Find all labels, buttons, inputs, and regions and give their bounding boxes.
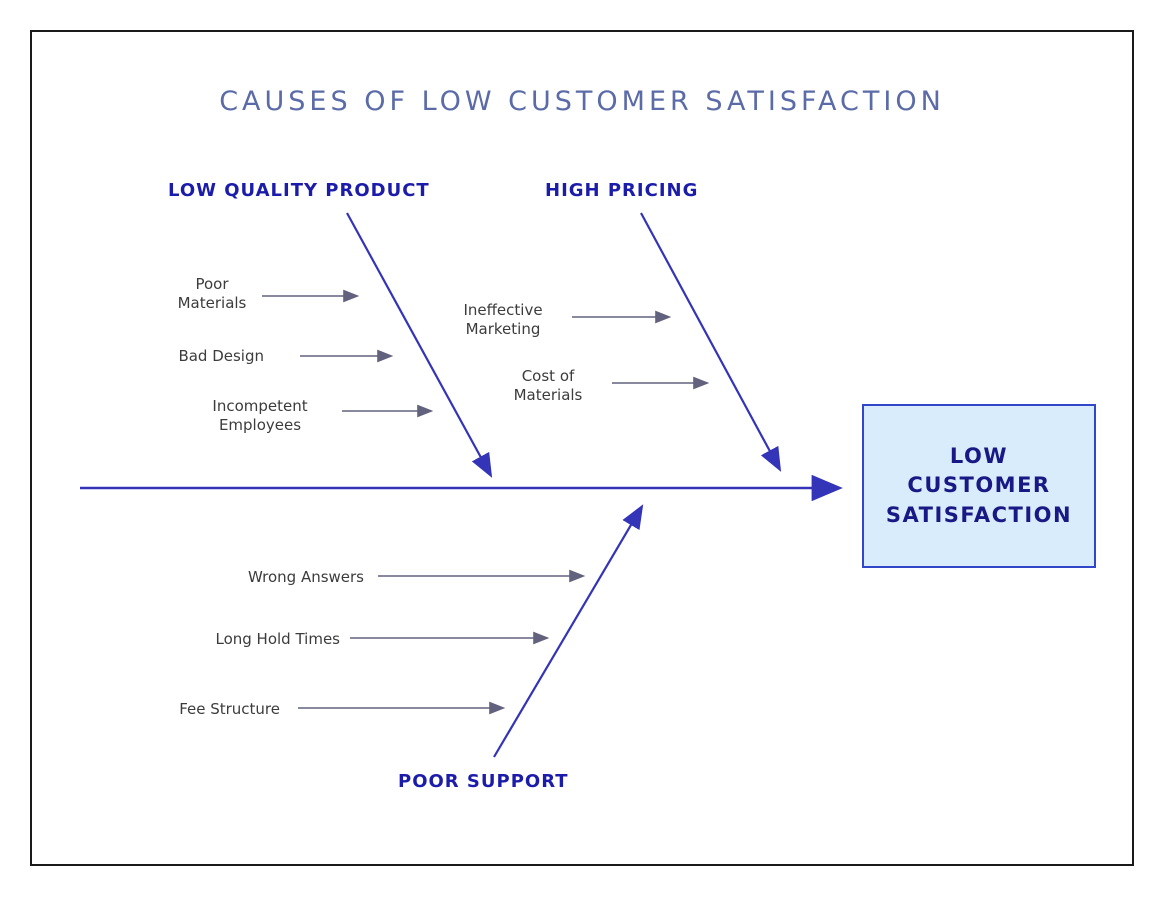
effect-label: LOW CUSTOMER SATISFACTION: [885, 443, 1073, 527]
cause-label-bad-design: Bad Design: [178, 347, 264, 365]
category-label-high-pricing: HIGH PRICING: [545, 180, 699, 201]
cause-label-incompetent-employees: Incompetent Employees: [212, 397, 308, 434]
cause-label-poor-materials: Poor Materials: [177, 275, 247, 312]
category-label-poor-support: POOR SUPPORT: [398, 771, 569, 792]
category-label-low-quality-product: LOW QUALITY PRODUCT: [168, 180, 430, 201]
cause-label-ineffective-marketing: Ineffective Marketing: [463, 301, 543, 338]
cause-label-fee-structure: Fee Structure: [179, 700, 280, 718]
diagram-title: CAUSES OF LOW CUSTOMER SATISFACTION: [219, 86, 945, 117]
effect-box: LOW CUSTOMER SATISFACTION: [862, 404, 1096, 568]
cause-label-wrong-answers: Wrong Answers: [247, 568, 364, 586]
cause-label-long-hold-times: Long Hold Times: [215, 630, 340, 648]
cause-label-cost-of-materials: Cost of Materials: [513, 367, 583, 404]
